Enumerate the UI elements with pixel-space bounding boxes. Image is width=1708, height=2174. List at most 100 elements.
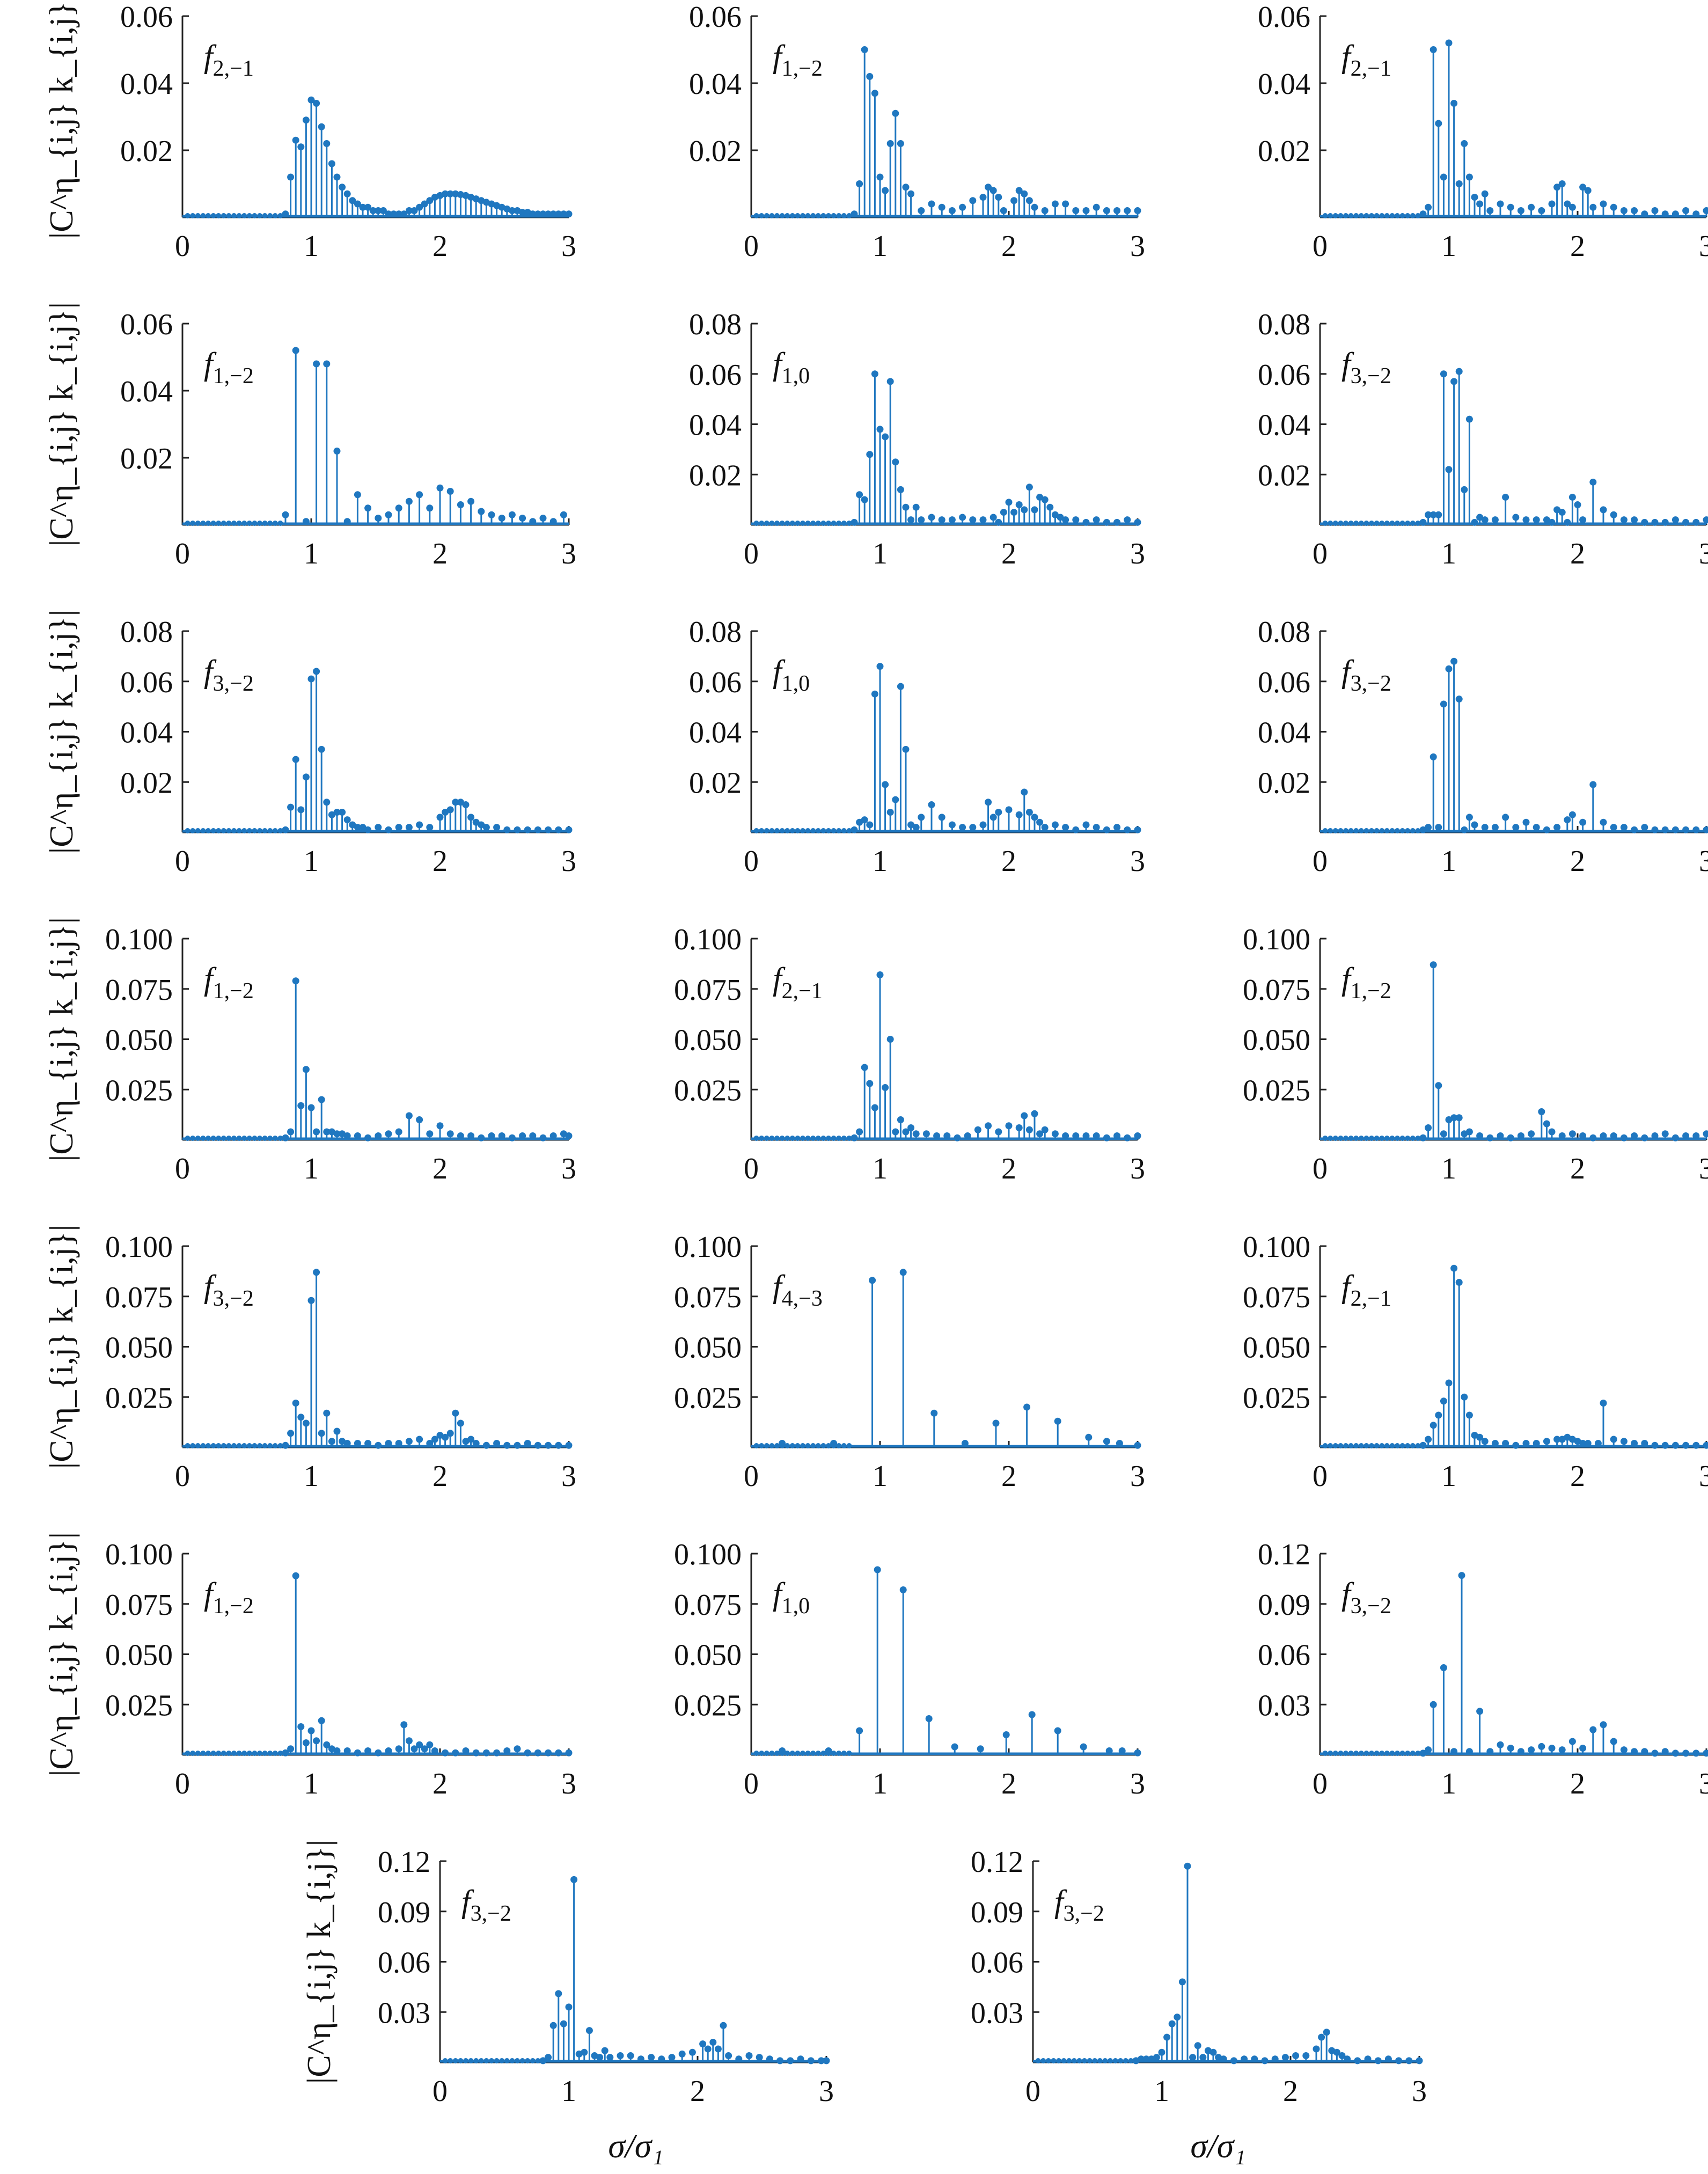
stem-point: [1641, 1440, 1648, 1447]
stem-point: [339, 184, 346, 191]
x-tick-label: 3: [1699, 1460, 1708, 1493]
stem-point: [1471, 518, 1478, 526]
x-tick-label: 2: [690, 2075, 705, 2108]
y-tick-label: 0.025: [674, 1381, 742, 1415]
stem-point: [959, 514, 966, 521]
stem-point-base: [805, 1751, 811, 1756]
panel-label: f3,−2: [204, 654, 254, 696]
stem-point: [302, 116, 310, 124]
stem-point: [452, 799, 459, 806]
stem-point: [1450, 1748, 1458, 1755]
stem-point-base: [519, 2058, 525, 2063]
stem-point: [1318, 2033, 1325, 2041]
stem-point: [1465, 1411, 1473, 1419]
x-tick-label: 1: [1441, 1767, 1456, 1800]
stem-point-base: [1118, 2058, 1124, 2063]
y-tick-label: 0.08: [120, 616, 173, 649]
stem-point: [545, 1441, 552, 1449]
stem-point: [307, 1104, 315, 1111]
stem-point-base: [267, 1443, 273, 1448]
subplot-11: 0.100 0.075 0.050 0.025 0 1 2 3 f2,−1: [674, 923, 1145, 1185]
stem-point: [1142, 2055, 1150, 2063]
y-tick-label: 0.04: [120, 716, 173, 750]
stem-point: [1600, 1400, 1607, 1407]
stem-point-base: [1364, 521, 1369, 526]
stem-point: [354, 491, 361, 499]
stem-point: [918, 814, 925, 821]
stem-point-base: [785, 521, 790, 526]
stem-point: [1620, 1134, 1628, 1141]
stem-point: [508, 511, 516, 518]
stem-point: [948, 516, 956, 524]
stem-point: [1021, 788, 1028, 796]
stem-point: [354, 1132, 361, 1139]
stem-point-base: [826, 213, 831, 218]
stem-point: [1610, 203, 1617, 211]
stem-point: [856, 818, 863, 826]
stem-point-base: [789, 1443, 795, 1448]
x-tick-label: 3: [1699, 1152, 1708, 1185]
stem-point-base: [779, 828, 785, 833]
stem-point-base: [195, 1443, 201, 1448]
stem-point: [442, 809, 449, 816]
stem-point: [1651, 207, 1659, 214]
stem-point: [1025, 484, 1033, 491]
stem-point: [776, 2057, 784, 2065]
stem-point: [1548, 200, 1556, 208]
stem-point: [959, 824, 966, 831]
stem-point-base: [1358, 1443, 1364, 1448]
stem-point: [1364, 2055, 1372, 2063]
stem-point: [1435, 824, 1442, 831]
stem-point: [1579, 818, 1587, 826]
stem-point-base: [800, 1136, 805, 1141]
stem-point: [1015, 811, 1023, 818]
stem-point: [1507, 1134, 1514, 1141]
stem-point-base: [764, 1751, 769, 1756]
x-tick-label: 1: [873, 1152, 888, 1185]
stem-point: [395, 824, 402, 831]
stem-point: [431, 1436, 438, 1443]
stem-point-base: [262, 213, 268, 218]
stem-point: [979, 516, 987, 524]
panel-label: f3,−2: [1342, 346, 1391, 389]
stem-point: [601, 2047, 609, 2054]
stem-point: [1672, 1750, 1679, 1757]
stem-point-base: [753, 1443, 759, 1448]
stem-point: [1564, 816, 1571, 824]
stem-point-base: [241, 1443, 247, 1448]
stem-point-base: [1082, 2058, 1087, 2063]
stem-point-base: [1405, 828, 1411, 833]
stem-point: [1543, 1120, 1550, 1128]
stem-point: [1579, 1132, 1587, 1139]
stem-point-base: [221, 1136, 226, 1141]
y-tick-label: 0.06: [689, 666, 742, 699]
stem-point: [375, 1441, 382, 1449]
stem-point-base: [1332, 213, 1338, 218]
stem-point: [709, 2039, 717, 2046]
stem-point: [866, 1080, 874, 1087]
y-tick-label: 0.100: [105, 1231, 173, 1264]
stem-point-base: [1415, 828, 1421, 833]
stem-point-base: [1415, 1136, 1421, 1141]
stem-point: [307, 1727, 315, 1734]
stem-point: [452, 190, 459, 197]
stem-point: [938, 516, 945, 524]
stem-point: [343, 1132, 351, 1139]
stem-point-base: [1338, 1751, 1344, 1756]
stem-point: [1440, 1397, 1447, 1405]
stem-point: [1134, 207, 1141, 214]
stem-point: [446, 1130, 454, 1138]
stem-point-base: [769, 213, 775, 218]
stem-point-base: [1395, 213, 1400, 218]
stem-point: [364, 1134, 372, 1141]
y-tick-label: 0.09: [378, 1896, 430, 1929]
stem-point: [436, 484, 444, 492]
stem-point: [1491, 516, 1499, 524]
stem-point: [1031, 506, 1038, 514]
x-tick-label: 0: [175, 1460, 190, 1493]
stem-point: [1661, 518, 1669, 526]
stem-point: [1502, 493, 1509, 501]
stem-point-base: [448, 2058, 453, 2063]
stem-point: [555, 1990, 562, 1997]
